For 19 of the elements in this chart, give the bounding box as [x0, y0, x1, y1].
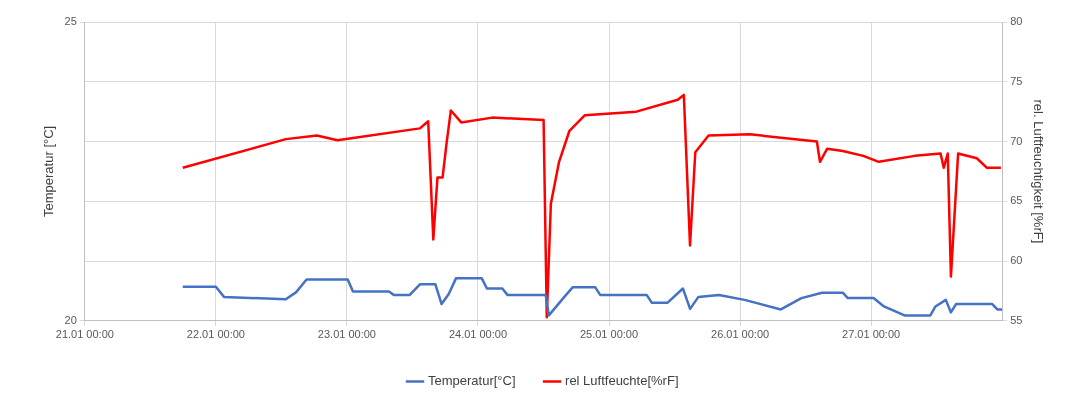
- x-tick-label: 24.01 00:00: [448, 328, 508, 341]
- legend-label: Temperatur[°C]: [428, 373, 516, 389]
- x-tick-label: 27.01 00:00: [842, 328, 901, 341]
- y2-tick-label: 55: [1010, 313, 1023, 326]
- y-axis-title: Temperatur [°C]: [41, 125, 57, 217]
- y2-tick-label: 80: [1010, 15, 1023, 28]
- y2-tick-label: 65: [1010, 194, 1023, 207]
- x-tick-label: 22.01 00:00: [186, 328, 245, 341]
- y-tick-label: 25: [64, 15, 77, 28]
- y2-tick-label: 60: [1010, 254, 1023, 267]
- x-tick-label: 26.01 00:00: [711, 328, 770, 341]
- y2-tick-label: 70: [1010, 134, 1023, 147]
- y-tick-label: 20: [64, 313, 77, 326]
- x-tick-label: 21.01 00:00: [55, 328, 114, 341]
- legend-label: rel Luftfeuchte[%rF]: [565, 373, 679, 389]
- x-tick-label: 25.01 00:00: [579, 328, 639, 341]
- y2-tick-label: 75: [1010, 74, 1023, 87]
- y2-axis-title: rel. Luftfeuchtigkeit [%rF]: [1030, 99, 1046, 244]
- x-tick-label: 23.01 00:00: [317, 328, 376, 341]
